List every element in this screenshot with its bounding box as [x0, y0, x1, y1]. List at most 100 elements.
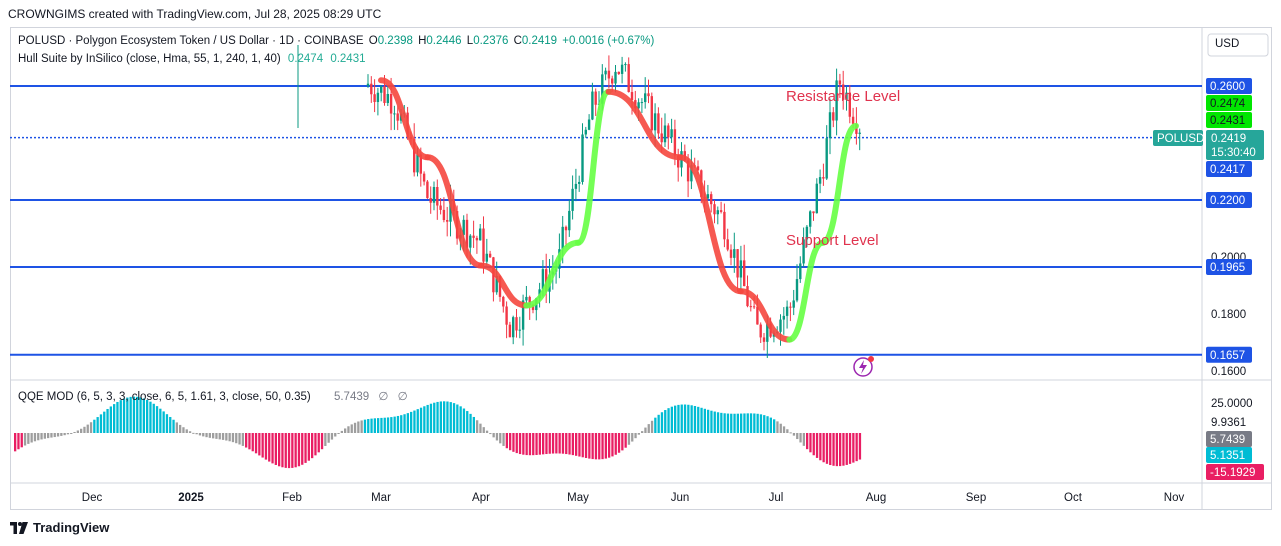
qqe-bar: [63, 433, 66, 436]
candle-body: [508, 324, 512, 338]
candle-body: [373, 94, 376, 103]
candle-body: [627, 64, 630, 93]
qqe-bar: [363, 419, 367, 433]
qqe-bar: [297, 433, 301, 467]
time-axis[interactable]: Dec 2025 Feb Mar Apr May Jun Jul Aug Sep Oct Nov: [82, 492, 1185, 504]
qqe-bar: [710, 410, 713, 433]
candle-body: [518, 329, 521, 331]
candle-body: [706, 194, 710, 199]
qqe-bar: [789, 432, 792, 434]
qqe-bar: [20, 433, 23, 448]
qqe-bar: [400, 415, 403, 433]
qqe-bar: [776, 421, 779, 433]
qqe-bar: [188, 431, 192, 433]
candle-body: [614, 71, 617, 84]
qqe-bar: [660, 412, 664, 433]
candle-body: [729, 249, 733, 258]
chart-frame: [10, 27, 1272, 510]
candle-body: [446, 220, 449, 222]
qqe-bar: [558, 433, 561, 454]
candle-body: [759, 324, 762, 338]
qqe-bar: [716, 412, 720, 433]
qqe-axis[interactable]: 25.0000 9.9361 5.7439 5.1351 -15.1929: [1206, 398, 1264, 480]
candle-body: [587, 119, 591, 130]
candle-body: [686, 160, 690, 182]
qqe-bar: [664, 410, 667, 433]
qqe-histogram: [14, 396, 862, 469]
qqe-bar: [56, 433, 60, 437]
hull-up-segment: [523, 239, 581, 309]
qqe-bar: [825, 433, 829, 464]
candle-body: [515, 317, 518, 331]
qqe-bar: [126, 397, 129, 433]
qqe-legend[interactable]: QQE MOD (6, 5, 3, 3, close, 6, 5, 1.61, …: [18, 389, 408, 403]
qqe-badge: -15.1929: [1210, 467, 1255, 479]
main-legend[interactable]: POLUSD · Polygon Ecosystem Token / US Do…: [18, 35, 654, 47]
candle-body: [640, 102, 644, 104]
qqe-bar: [575, 433, 578, 456]
qqe-bar: [505, 433, 508, 449]
time-tick-label: Apr: [472, 492, 490, 504]
time-tick-label: Jun: [671, 492, 690, 504]
qqe-bar: [377, 418, 380, 433]
qqe-bar: [436, 401, 439, 433]
qqe-bar: [238, 433, 241, 445]
qqe-bar: [848, 433, 852, 464]
time-tick-label: Oct: [1064, 492, 1083, 504]
candle-body: [782, 315, 785, 320]
qqe-bar: [525, 433, 528, 456]
candle-body: [442, 209, 446, 221]
qqe-bar: [390, 417, 393, 433]
qqe-bar: [393, 416, 396, 433]
candle-body: [677, 155, 680, 168]
qqe-badge-bg: [1206, 431, 1252, 447]
qqe-bar: [456, 404, 459, 433]
lightning-alert-icon[interactable]: [853, 356, 874, 377]
qqe-badge: 5.1351: [1210, 450, 1245, 462]
candle-body: [812, 211, 815, 214]
currency-label: USD: [1215, 38, 1239, 50]
candle-body: [848, 92, 851, 117]
qqe-bar: [353, 422, 357, 433]
qqe-bar: [621, 433, 624, 451]
candle-body: [525, 296, 528, 301]
qqe-tick-label: 9.9361: [1211, 417, 1246, 429]
symbol-title[interactable]: POLUSD · Polygon Ecosystem Token / US Do…: [18, 35, 364, 47]
qqe-bar: [502, 433, 505, 446]
low-label: L: [466, 35, 474, 47]
qqe-bar: [320, 433, 324, 450]
high-value: 0.2446: [426, 35, 462, 47]
qqe-bar: [492, 433, 495, 438]
qqe-bar: [815, 433, 819, 458]
hull-upper-badge: 0.2474: [1210, 98, 1246, 110]
qqe-bar: [50, 433, 53, 438]
qqe-bar: [700, 407, 703, 433]
qqe-bar: [644, 427, 647, 433]
qqe-bar: [106, 408, 109, 433]
qqe-indicator-label[interactable]: QQE MOD (6, 5, 3, 3, close, 6, 5, 1.61, …: [18, 391, 311, 403]
qqe-bar: [426, 404, 429, 433]
qqe-bar: [532, 433, 535, 456]
qqe-bar: [386, 417, 390, 433]
candle-body: [739, 260, 743, 278]
hull-legend[interactable]: Hull Suite by InSilico (close, Hma, 55, …: [18, 53, 366, 65]
qqe-bar: [179, 424, 182, 433]
tradingview-logo[interactable]: TradingView: [10, 520, 109, 535]
qqe-bar: [221, 433, 225, 440]
qqe-bar: [634, 433, 637, 439]
qqe-bar: [373, 418, 376, 433]
qqe-bar: [245, 433, 248, 448]
qqe-bar: [855, 433, 858, 462]
high-label: H: [418, 35, 427, 47]
candle-body: [370, 83, 373, 95]
hull-indicator-label[interactable]: Hull Suite by InSilico (close, Hma, 55, …: [18, 53, 281, 65]
price-axis[interactable]: USD0.26000.22000.20000.19650.18000.16570…: [1153, 33, 1269, 378]
candle-body: [723, 211, 726, 240]
candle-body: [462, 219, 465, 235]
candle-body: [574, 183, 578, 189]
hull-upper-badge-bg: [1206, 95, 1252, 111]
qqe-bar: [617, 433, 621, 453]
qqe-bar: [47, 433, 50, 439]
qqe-bar: [614, 433, 617, 455]
